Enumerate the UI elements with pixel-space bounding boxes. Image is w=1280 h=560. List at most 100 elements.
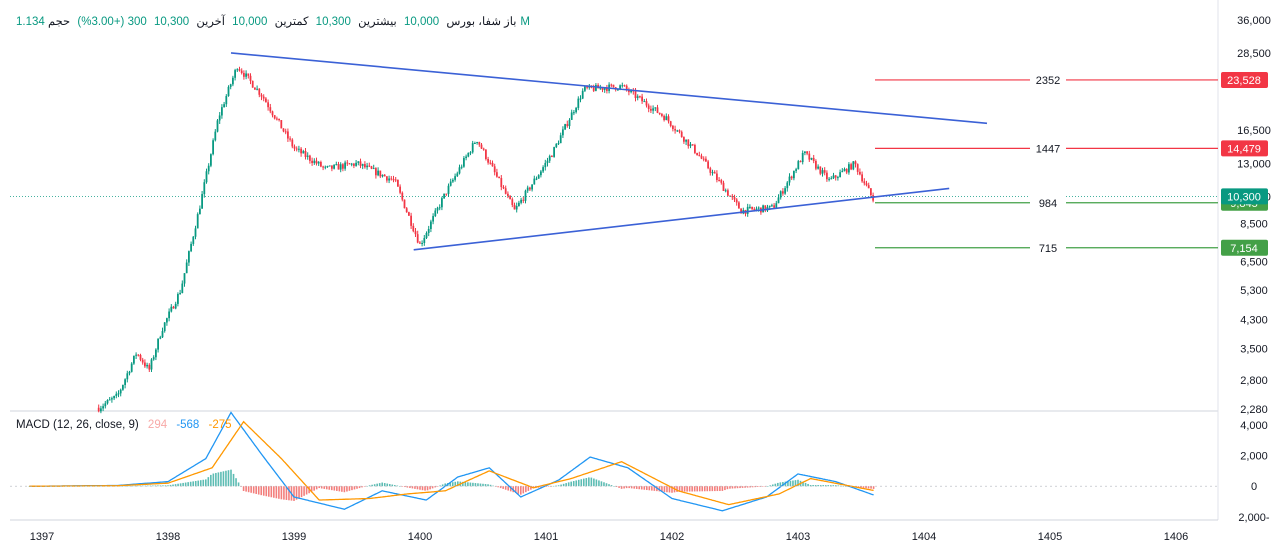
level-badge-text-3: 7,154 — [1230, 243, 1258, 255]
macd-histogram-bar-307 — [802, 481, 804, 487]
macd-histogram-bar-129 — [353, 486, 356, 490]
candle-body-153 — [434, 210, 437, 217]
candle-body-259 — [667, 116, 670, 122]
candle-body-80 — [273, 115, 276, 119]
candle-body-141 — [408, 212, 410, 216]
candle-body-162 — [454, 176, 456, 180]
candle-body-302 — [762, 205, 764, 213]
macd-axis-tick-2: 0 — [1251, 481, 1257, 493]
candle-body-292 — [740, 208, 742, 214]
macd-histogram-bar-139 — [378, 483, 381, 487]
candle-body-34 — [172, 306, 175, 309]
volume-label: حجم — [47, 16, 71, 28]
macd-histogram-bar-330 — [860, 486, 862, 488]
macd-histogram-bar-213 — [565, 483, 567, 487]
macd-histogram-bar-214 — [567, 482, 570, 487]
candle-body-52 — [212, 140, 214, 155]
macd-histogram-bar-88 — [250, 486, 252, 493]
candle-body-230 — [603, 88, 606, 90]
macd-histogram-bar-199 — [530, 486, 532, 490]
last-price-badge — [1221, 188, 1268, 205]
price-axis-tick-7: 5,300 — [1240, 285, 1268, 297]
candle-body-182 — [498, 176, 500, 179]
macd-histogram-bar-87 — [247, 486, 250, 493]
candle-body-266 — [683, 137, 685, 142]
macd-histogram-bar-173 — [464, 482, 467, 487]
candle-body-208 — [555, 143, 558, 148]
candle-body-231 — [606, 88, 608, 91]
candle-body-160 — [449, 181, 452, 186]
candle-body-30 — [163, 322, 166, 332]
candle-body-272 — [696, 152, 698, 156]
candle-body-163 — [456, 173, 459, 177]
candle-body-263 — [676, 130, 679, 132]
candle-body-282 — [718, 179, 720, 181]
candle-body-328 — [819, 166, 822, 174]
candle-body-104 — [326, 166, 329, 168]
candle-body-1 — [100, 408, 102, 412]
candle-body-92 — [300, 148, 302, 154]
candle-body-10 — [119, 389, 122, 394]
macd-histogram-bar-186 — [497, 486, 499, 488]
candle-body-102 — [322, 166, 324, 168]
level-badge-3 — [1221, 239, 1268, 256]
macd-histogram-bar-176 — [472, 482, 474, 487]
macd-histogram-bar-156 — [421, 486, 424, 491]
price-axis-tick-11: 2,280 — [1240, 404, 1268, 416]
macd-histogram-bar-229 — [605, 483, 608, 487]
candle-body-164 — [458, 167, 461, 174]
candle-body-88 — [291, 139, 294, 147]
candle-body-332 — [828, 178, 830, 180]
macd-histogram-bar-103 — [288, 486, 290, 501]
candle-body-215 — [570, 112, 573, 120]
macd-histogram-bar-236 — [623, 486, 625, 489]
candle-body-58 — [225, 96, 228, 105]
candle-body-127 — [377, 170, 379, 176]
price-axis-tick-9: 3,500 — [1240, 344, 1268, 356]
symbol-name[interactable]: باز شفا، بورس — [446, 16, 517, 28]
candle-body-268 — [687, 139, 690, 147]
level-label-bg-3 — [1030, 240, 1066, 255]
candle-body-14 — [128, 371, 131, 374]
macd-histogram-bar-194 — [517, 486, 520, 494]
candle-body-75 — [262, 96, 265, 99]
candle-body-172 — [476, 142, 478, 144]
macd-histogram-bar-278 — [729, 486, 731, 489]
candle-body-130 — [383, 174, 386, 177]
macd-histogram-bar-150 — [406, 486, 409, 488]
macd-histogram-bar-98 — [275, 486, 278, 499]
candle-body-344 — [854, 161, 857, 165]
macd-histogram-bar-48 — [149, 485, 152, 487]
macd-histogram-bar-130 — [356, 486, 358, 489]
macd-histogram-bar-78 — [225, 470, 227, 487]
candle-body-226 — [595, 84, 597, 91]
candle-body-309 — [777, 197, 780, 204]
candle-body-252 — [652, 108, 654, 111]
candle-body-205 — [548, 156, 551, 161]
macd-histogram-bar-144 — [391, 484, 394, 487]
close-value: 10,300 — [153, 16, 190, 28]
macd-title[interactable]: MACD (12, 26, close, 9) — [16, 419, 139, 431]
candle-body-126 — [375, 168, 377, 176]
candle-body-180 — [493, 166, 496, 173]
candle-body-234 — [612, 84, 615, 88]
macd-signal-value: -275 — [208, 419, 232, 431]
macd-histogram-bar-168 — [451, 482, 454, 487]
candle-body-177 — [487, 159, 489, 163]
macd-histogram-bar-262 — [688, 486, 691, 492]
candle-body-213 — [566, 124, 569, 127]
candle-body-131 — [386, 176, 388, 181]
candle-body-188 — [511, 199, 514, 205]
macd-histogram-bar-133 — [363, 486, 366, 487]
candle-body-295 — [746, 206, 749, 214]
macd-histogram-bar-159 — [429, 486, 431, 490]
macd-histogram-bar-141 — [383, 483, 386, 487]
macd-histogram-bar-247 — [651, 486, 653, 491]
candle-body-70 — [251, 80, 254, 88]
macd-histogram-bar-114 — [315, 486, 318, 490]
candle-body-115 — [350, 163, 353, 165]
candle-body-111 — [342, 164, 344, 169]
candle-body-198 — [533, 178, 536, 185]
macd-histogram-bar-308 — [804, 482, 807, 487]
